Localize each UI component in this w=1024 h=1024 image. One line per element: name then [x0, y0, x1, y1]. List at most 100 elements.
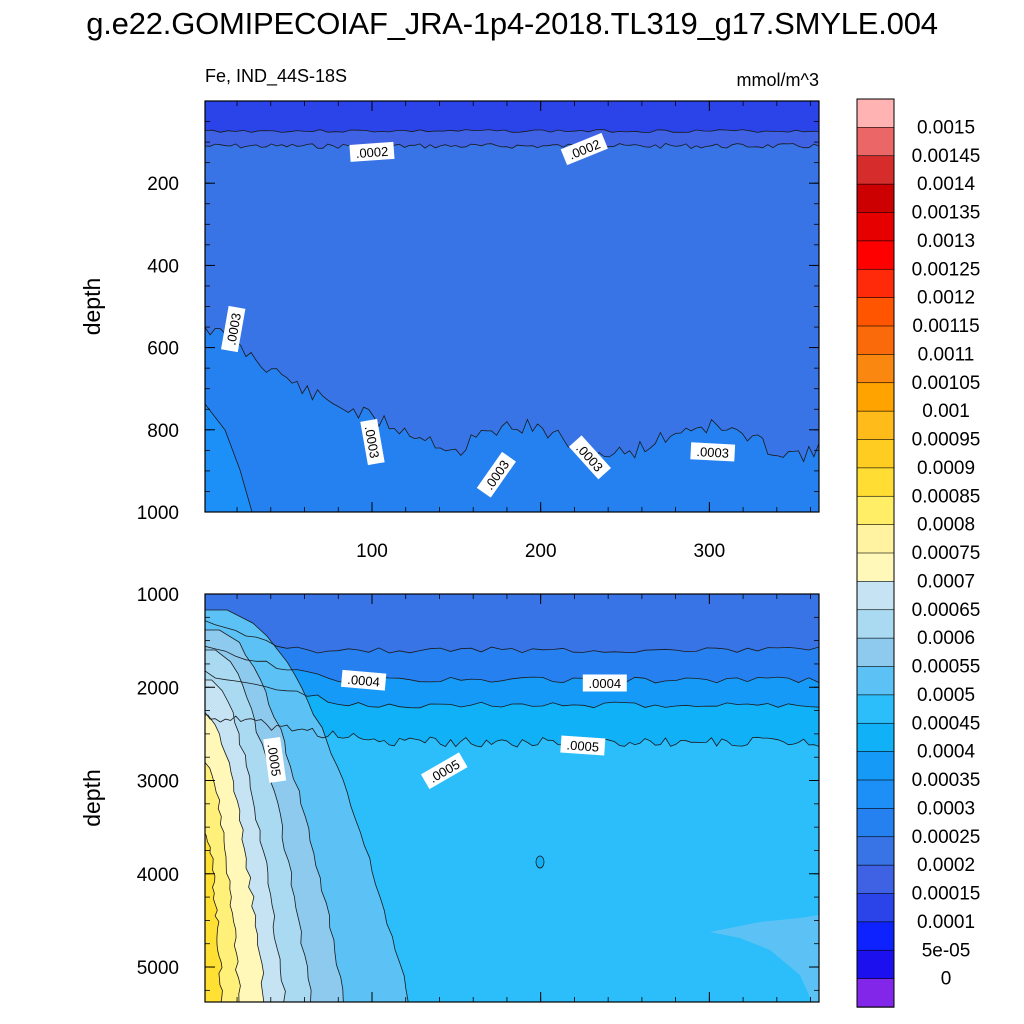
contour-line [205, 649, 312, 1002]
colorbar-swatch [856, 297, 895, 327]
field-band [205, 404, 252, 512]
colorbar-swatch [856, 354, 895, 384]
colorbar-label: 0.0004 [917, 742, 976, 763]
contour-line [205, 712, 819, 748]
colorbar-swatch [856, 666, 895, 696]
contour-label-text: .0003 [223, 312, 243, 347]
colorbar-swatch [856, 581, 895, 611]
colorbar-swatch [856, 212, 895, 242]
colorbar-label: 0.001 [922, 401, 970, 422]
colorbar-label: 0.0014 [917, 174, 976, 195]
variable-label: Fe, IND_44S-18S [205, 66, 347, 87]
contour-label-text: .0005 [566, 737, 600, 754]
colorbar-label: 0.0003 [917, 798, 975, 819]
colorbar-label: 0.00125 [912, 259, 981, 280]
lower-panel: .0004.0004.0005.0005.0005100020003000400… [79, 585, 820, 1003]
colorbar-label: 0.0009 [917, 458, 975, 479]
upper-panel: .0002.0002.0003.0003.0003.0003.000320040… [79, 100, 820, 562]
contour-line [535, 855, 545, 869]
contour-label-text: .0005 [265, 743, 284, 777]
colorbar-label: 0.00115 [912, 316, 979, 337]
colorbar-swatch [856, 98, 895, 129]
colorbar-label: 0.0007 [917, 571, 975, 592]
y-axis-title: depth [79, 769, 105, 827]
colorbar-swatch [856, 127, 895, 157]
contour-label: .0005 [263, 736, 287, 783]
colorbar-label: 0.00035 [912, 770, 981, 791]
contour-label: .0004 [340, 669, 387, 691]
contour-label: .0005 [560, 735, 606, 756]
contour-line [205, 714, 265, 1002]
y-tick-label: 800 [147, 421, 179, 442]
y-tick-label: 1000 [137, 503, 179, 524]
contour-line [205, 645, 819, 684]
colorbar-label: 0.00055 [912, 657, 981, 678]
colorbar-swatch [856, 949, 895, 980]
colorbar-frame [856, 98, 895, 1008]
colorbar-swatch [856, 921, 895, 951]
colorbar-label: 0.0006 [917, 628, 975, 649]
contour-line [205, 829, 223, 1002]
colorbar-swatch [856, 524, 895, 554]
y-tick-label: 2000 [137, 678, 179, 699]
colorbar-swatch [856, 439, 895, 469]
contour-line [205, 327, 819, 463]
contour-label-text: .0002 [355, 144, 389, 161]
units-label: mmol/m^3 [737, 70, 819, 90]
colorbar-label: 0.00015 [912, 884, 981, 905]
colorbar-label: 0.00085 [912, 486, 981, 507]
contour-label-text: .0004 [589, 676, 622, 691]
x-tick-label: 300 [694, 541, 726, 562]
colorbar-label: 0.0012 [917, 288, 975, 309]
contour-line [205, 679, 286, 1002]
colorbar-swatch [856, 836, 895, 866]
colorbar-swatch [856, 240, 895, 270]
colorbar-swatch [856, 552, 895, 583]
colorbar-swatch [856, 155, 895, 185]
colorbar-label: 0.00145 [912, 146, 981, 167]
colorbar-swatch [856, 808, 895, 838]
colorbar-swatch [856, 609, 895, 639]
field-band [205, 594, 819, 653]
contour-label: .0002 [349, 141, 395, 162]
contour-label-text: .0003 [362, 425, 382, 460]
contour-line [205, 403, 253, 512]
field-band [205, 101, 819, 133]
y-axis-title: depth [79, 278, 105, 336]
colorbar-swatch [856, 722, 895, 753]
colorbar-swatch [856, 637, 895, 668]
colorbar-label: 0.0005 [917, 685, 975, 706]
colorbar-label: 0.00065 [912, 600, 981, 621]
colorbar-label: 0.0008 [917, 515, 975, 536]
colorbar-label: 5e-05 [922, 940, 971, 961]
colorbar-swatch [856, 893, 895, 923]
colorbar-label: 0.0013 [917, 231, 975, 252]
contour-label: .0003 [221, 305, 246, 353]
colorbar-label: 0.0001 [917, 912, 975, 933]
y-tick-label: 1000 [137, 585, 179, 606]
colorbar-label: 0 [941, 969, 952, 990]
colorbar-label: 0.0011 [918, 344, 975, 365]
contour-line [205, 609, 409, 1002]
contour-line [205, 143, 819, 149]
contour-line [205, 629, 344, 1002]
y-tick-label: 200 [147, 174, 179, 195]
y-tick-label: 600 [147, 339, 179, 360]
colorbar-swatch [856, 467, 895, 497]
colorbar-swatch [856, 183, 895, 214]
colorbar-label: 0.00135 [912, 203, 981, 224]
field-band [205, 327, 819, 512]
contour-line [205, 620, 819, 654]
contour-label-text: .0004 [347, 672, 381, 690]
field-band [710, 915, 819, 1002]
contour-line [205, 129, 819, 133]
field-band [205, 830, 223, 1002]
contour-line [205, 759, 241, 1002]
contour-label: .0003 [360, 418, 385, 466]
colorbar-swatch [856, 978, 895, 1008]
contour-line [205, 670, 819, 709]
colorbar-label: 0.0015 [917, 117, 975, 138]
colorbar: 0.0015 0.00145 0.0014 0.00135 0.0013 0.00125 0… [856, 98, 981, 1008]
x-tick-label: 100 [356, 541, 388, 562]
